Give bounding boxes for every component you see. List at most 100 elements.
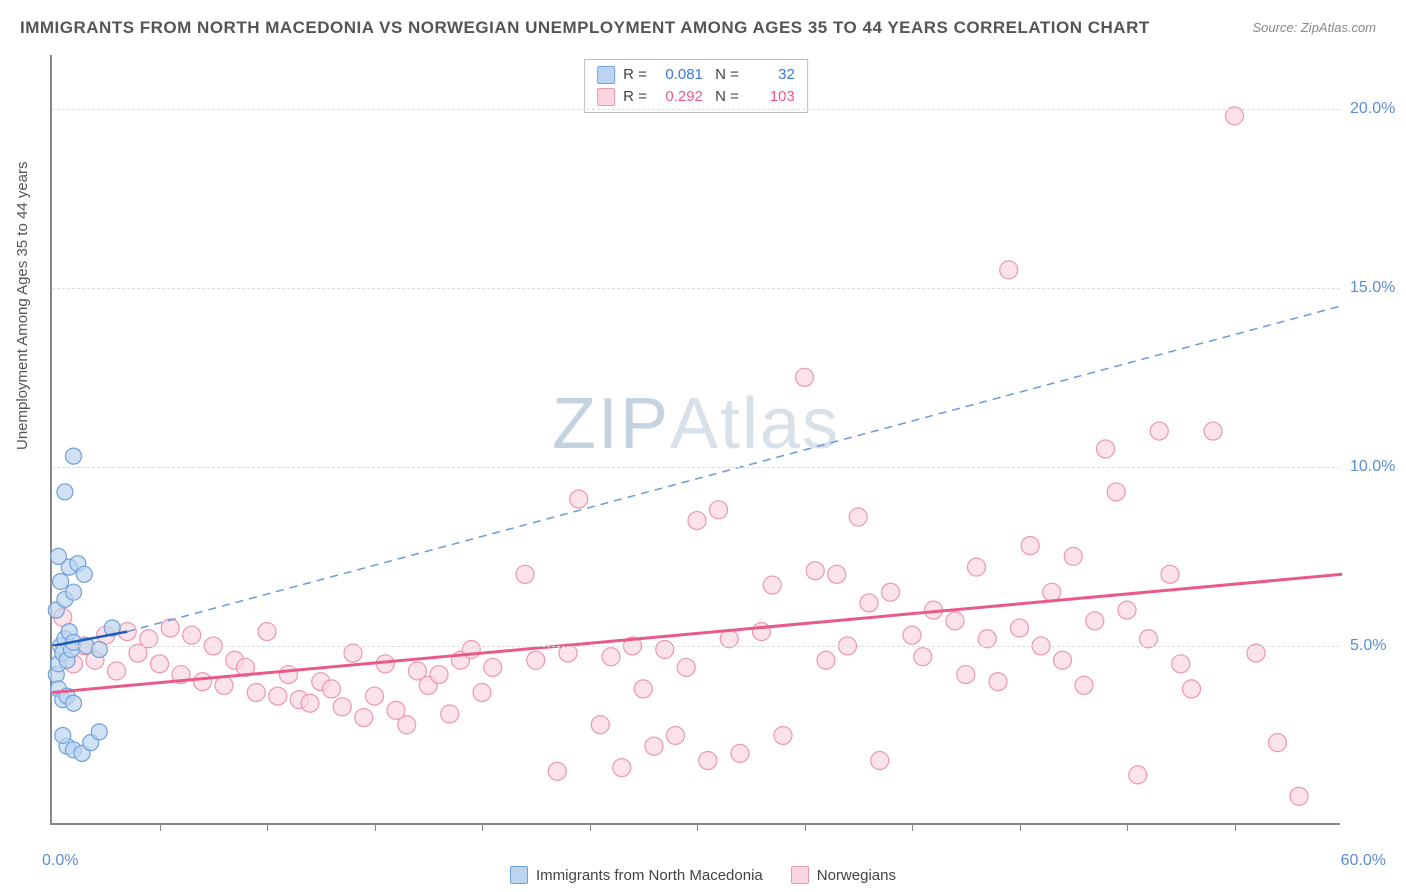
scatter-point-pink [946, 612, 964, 630]
y-axis-label: Unemployment Among Ages 35 to 44 years [14, 161, 31, 450]
scatter-point-pink [1161, 565, 1179, 583]
scatter-point-pink [280, 666, 298, 684]
gridline [52, 646, 1340, 647]
r-label: R = [623, 64, 647, 86]
scatter-point-blue [66, 695, 82, 711]
scatter-point-pink [591, 716, 609, 734]
scatter-point-blue [91, 724, 107, 740]
legend-label-blue: Immigrants from North Macedonia [536, 867, 763, 884]
scatter-point-pink [957, 666, 975, 684]
scatter-point-pink [1054, 651, 1072, 669]
scatter-point-pink [1064, 547, 1082, 565]
scatter-point-pink [731, 744, 749, 762]
scatter-point-pink [828, 565, 846, 583]
scatter-point-pink [194, 673, 212, 691]
scatter-point-blue [57, 484, 73, 500]
scatter-point-pink [774, 726, 792, 744]
scatter-point-pink [570, 490, 588, 508]
plot-area: ZIPAtlas R = 0.081 N = 32 R = 0.292 N = … [50, 55, 1340, 825]
scatter-point-pink [1107, 483, 1125, 501]
scatter-point-pink [516, 565, 534, 583]
scatter-point-pink [355, 709, 373, 727]
scatter-point-pink [1075, 676, 1093, 694]
legend-item-pink: Norwegians [791, 866, 896, 884]
scatter-point-pink [1290, 787, 1308, 805]
n-value-blue: 32 [747, 64, 795, 86]
trendline-blue-extrapolated [127, 306, 1342, 632]
scatter-point-pink [108, 662, 126, 680]
scatter-point-blue [66, 448, 82, 464]
scatter-point-pink [484, 658, 502, 676]
bottom-legend: Immigrants from North Macedonia Norwegia… [510, 866, 896, 884]
x-axis-tick-min: 0.0% [42, 852, 78, 870]
scatter-point-pink [667, 726, 685, 744]
y-axis-tick-label: 5.0% [1350, 637, 1406, 655]
scatter-point-pink [1204, 422, 1222, 440]
x-axis-tick-mark [912, 823, 913, 831]
legend-swatch-pink-icon [791, 866, 809, 884]
scatter-point-blue [91, 642, 107, 658]
scatter-point-pink [1011, 619, 1029, 637]
gridline [52, 109, 1340, 110]
scatter-point-pink [1021, 537, 1039, 555]
x-axis-tick-mark [160, 823, 161, 831]
stats-row-pink: R = 0.292 N = 103 [597, 86, 795, 108]
swatch-blue-icon [597, 66, 615, 84]
x-axis-tick-mark [267, 823, 268, 831]
scatter-point-pink [247, 683, 265, 701]
scatter-point-pink [323, 680, 341, 698]
stats-legend-box: R = 0.081 N = 32 R = 0.292 N = 103 [584, 59, 808, 113]
scatter-point-pink [1043, 583, 1061, 601]
scatter-point-pink [613, 759, 631, 777]
legend-label-pink: Norwegians [817, 867, 896, 884]
scatter-point-pink [441, 705, 459, 723]
scatter-point-pink [753, 623, 771, 641]
x-axis-tick-mark [805, 823, 806, 831]
scatter-point-pink [849, 508, 867, 526]
scatter-point-pink [430, 666, 448, 684]
x-axis-tick-mark [375, 823, 376, 831]
x-axis-tick-max: 60.0% [1341, 852, 1386, 870]
scatter-point-pink [796, 368, 814, 386]
r-value-pink: 0.292 [655, 86, 703, 108]
scatter-point-pink [860, 594, 878, 612]
scatter-point-blue [53, 573, 69, 589]
scatter-point-pink [301, 694, 319, 712]
gridline [52, 288, 1340, 289]
scatter-point-pink [527, 651, 545, 669]
scatter-point-pink [1000, 261, 1018, 279]
scatter-point-pink [882, 583, 900, 601]
x-axis-tick-mark [1235, 823, 1236, 831]
scatter-point-pink [548, 762, 566, 780]
scatter-point-pink [333, 698, 351, 716]
scatter-point-pink [1172, 655, 1190, 673]
y-axis-tick-label: 10.0% [1350, 458, 1406, 476]
scatter-point-pink [602, 648, 620, 666]
scatter-point-blue [66, 584, 82, 600]
n-label: N = [711, 86, 739, 108]
scatter-point-pink [215, 676, 233, 694]
scatter-point-pink [989, 673, 1007, 691]
legend-item-blue: Immigrants from North Macedonia [510, 866, 763, 884]
y-axis-tick-label: 15.0% [1350, 279, 1406, 297]
x-axis-tick-mark [1020, 823, 1021, 831]
scatter-point-pink [1150, 422, 1168, 440]
scatter-point-pink [1118, 601, 1136, 619]
scatter-point-pink [1269, 734, 1287, 752]
scatter-point-pink [161, 619, 179, 637]
gridline [52, 467, 1340, 468]
scatter-point-pink [151, 655, 169, 673]
x-axis-tick-mark [590, 823, 591, 831]
scatter-point-pink [710, 501, 728, 519]
scatter-point-pink [968, 558, 986, 576]
source-citation: Source: ZipAtlas.com [1252, 20, 1376, 35]
swatch-pink-icon [597, 88, 615, 106]
scatter-point-pink [806, 562, 824, 580]
x-axis-tick-mark [1127, 823, 1128, 831]
x-axis-tick-mark [482, 823, 483, 831]
scatter-point-blue [50, 548, 66, 564]
y-axis-tick-label: 20.0% [1350, 100, 1406, 118]
scatter-point-pink [1086, 612, 1104, 630]
scatter-point-pink [1129, 766, 1147, 784]
scatter-point-pink [656, 641, 674, 659]
